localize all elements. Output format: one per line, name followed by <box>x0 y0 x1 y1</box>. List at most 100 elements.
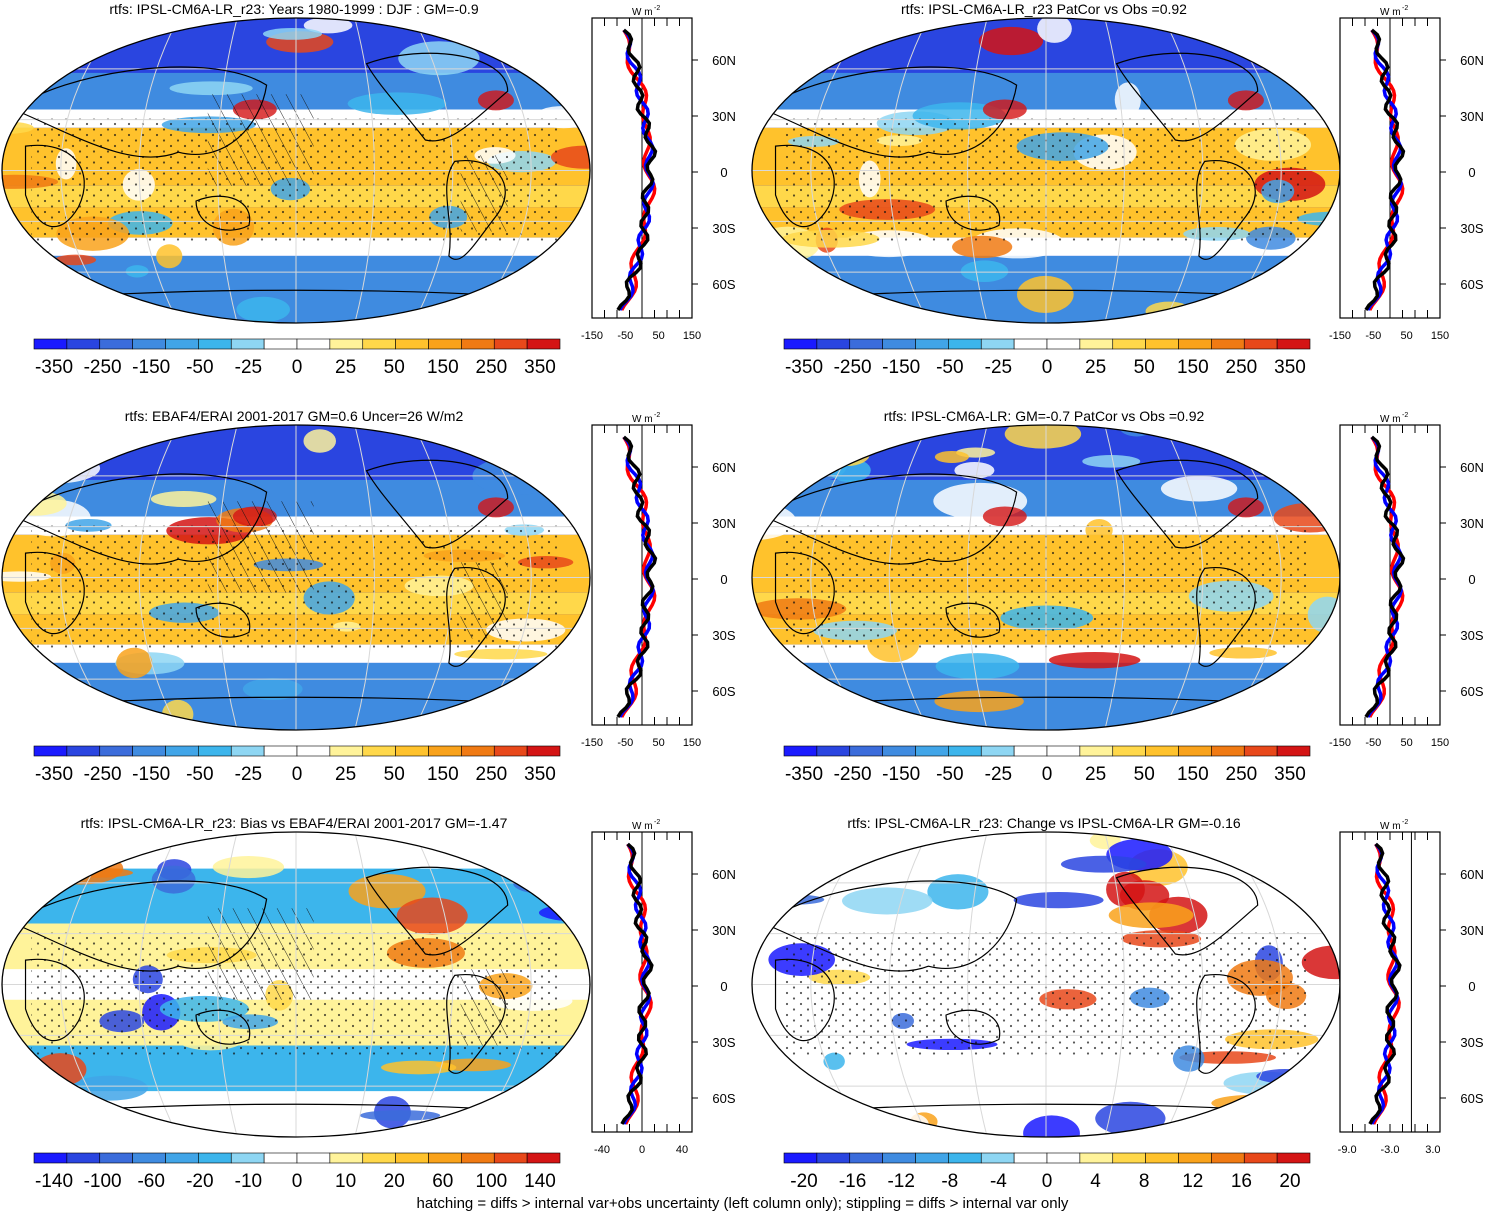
colorbar-label: 150 <box>427 764 459 785</box>
colorbar-swatch <box>1013 338 1048 350</box>
colorbar-swatch <box>99 745 133 757</box>
zonal-xtick-label: -150 <box>1329 330 1351 342</box>
colorbar-swatch <box>33 1152 68 1164</box>
coastline <box>24 958 85 1042</box>
colorbar-label: -20 <box>790 1171 817 1190</box>
colorbar-label: 25 <box>335 357 356 378</box>
lat-label: 60S <box>712 277 735 292</box>
colorbar-swatch <box>783 1152 818 1164</box>
colorbar-label: 60 <box>432 1171 453 1190</box>
lat-label: 30N <box>712 923 736 938</box>
colorbar-swatch <box>1211 338 1245 350</box>
colorbar-swatch <box>428 338 462 350</box>
colorbar-label: -150 <box>132 764 170 785</box>
lat-label: 30N <box>1460 516 1484 531</box>
colorbar-swatch <box>395 1152 429 1164</box>
lat-label: 0 <box>1468 165 1475 180</box>
colorbar-swatch <box>1178 1152 1212 1164</box>
lat-label: 60N <box>1460 53 1484 68</box>
colorbar-swatch <box>395 745 429 757</box>
colorbar-label: -20 <box>186 1171 213 1190</box>
map-outline <box>1 17 591 324</box>
panel-6: rtfs: IPSL-CM6A-LR_r23: Change vs IPSL-C… <box>751 815 1484 1190</box>
colorbar-swatch <box>849 745 883 757</box>
colorbar-swatch <box>1211 745 1245 757</box>
map-outline <box>1 831 591 1138</box>
colorbar-swatch <box>296 338 331 350</box>
figure-canvas: rtfs: IPSL-CM6A-LR_r23: Years 1980-1999 … <box>1 1 1484 1190</box>
colorbar-swatch <box>948 745 982 757</box>
zonal-series-line <box>1364 28 1406 311</box>
coastline <box>446 973 506 1074</box>
colorbar-swatch <box>33 745 68 757</box>
zonal-xtick-label: 3.0 <box>1425 1144 1440 1156</box>
colorbar-swatch <box>329 338 364 350</box>
coastline <box>762 473 1018 565</box>
zonal-xtick-label: 150 <box>683 330 701 342</box>
coastline <box>446 159 506 260</box>
colorbar-label: 8 <box>1139 1171 1150 1190</box>
colorbar-label: -250 <box>84 764 122 785</box>
colorbar-swatch <box>948 338 982 350</box>
colorbar-label: 0 <box>292 764 303 785</box>
colorbar-swatch <box>980 745 1015 757</box>
colorbar-label: -25 <box>235 764 262 785</box>
colorbar-swatch <box>66 338 101 350</box>
colorbar-swatch <box>1211 1152 1245 1164</box>
lat-label: 60S <box>1460 1091 1483 1106</box>
lat-label: 60S <box>1460 684 1483 699</box>
colorbar-swatch <box>980 1152 1015 1164</box>
colorbar-swatch <box>66 745 101 757</box>
coastline <box>12 66 268 158</box>
colorbar-label: 4 <box>1090 1171 1101 1190</box>
coastline <box>195 602 251 638</box>
zonal-xtick-label: 40 <box>676 1144 688 1156</box>
colorbar-label: 20 <box>1279 1171 1300 1190</box>
panel-5: rtfs: IPSL-CM6A-LR_r23: Bias vs EBAF4/ER… <box>1 815 736 1190</box>
colorbar-swatch <box>1112 1152 1146 1164</box>
colorbar-swatch <box>1178 338 1212 350</box>
zonal-xtick-label: 50 <box>653 330 665 342</box>
colorbar-label: 16 <box>1231 1171 1252 1190</box>
zonal-unit-label: W m <box>632 414 653 425</box>
colorbar-label: 12 <box>1182 1171 1203 1190</box>
lat-label: 30N <box>1460 109 1484 124</box>
colorbar-swatch <box>165 338 199 350</box>
coastline <box>774 958 835 1042</box>
colorbar-swatch <box>816 338 851 350</box>
colorbar-label: -150 <box>882 764 920 785</box>
colorbar-label: 150 <box>1177 764 1209 785</box>
colorbar-label: 0 <box>292 357 303 378</box>
colorbar-label: -25 <box>235 357 262 378</box>
zonal-series-line <box>616 28 658 311</box>
zonal-unit-label: W m <box>1380 7 1401 18</box>
zonal-xtick-label: -50 <box>1365 330 1381 342</box>
colorbar-label: -250 <box>84 357 122 378</box>
zonal-xtick-label: 50 <box>653 737 665 749</box>
coastline <box>24 144 85 228</box>
zonal-xtick-label: 150 <box>1431 737 1449 749</box>
colorbar-swatch <box>1046 1152 1081 1164</box>
colorbar-swatch <box>1112 338 1146 350</box>
zonal-unit-label: W m <box>632 821 653 832</box>
colorbar-label: 150 <box>1177 357 1209 378</box>
colorbar-swatch <box>362 338 396 350</box>
colorbar-swatch <box>263 338 298 350</box>
colorbar-label: 250 <box>476 357 508 378</box>
lat-label: 60N <box>1460 460 1484 475</box>
colorbar-label: -50 <box>186 357 213 378</box>
colorbar-swatch <box>230 338 265 350</box>
colorbar-swatch <box>1013 745 1048 757</box>
panel-title: rtfs: IPSL-CM6A-LR_r23: Years 1980-1999 … <box>109 1 478 17</box>
colorbar-swatch <box>198 745 232 757</box>
colorbar-swatch <box>948 1152 982 1164</box>
coastline <box>774 551 835 635</box>
coastline <box>762 880 1018 972</box>
colorbar-swatch <box>526 338 561 350</box>
colorbar-swatch <box>493 338 528 350</box>
colorbar-label: 50 <box>384 357 405 378</box>
zonal-unit-label: W m <box>632 7 653 18</box>
colorbar-label: -12 <box>887 1171 914 1190</box>
panel-3: rtfs: EBAF4/ERAI 2001-2017 GM=0.6 Uncer=… <box>1 408 736 785</box>
colorbar-swatch <box>882 1152 916 1164</box>
